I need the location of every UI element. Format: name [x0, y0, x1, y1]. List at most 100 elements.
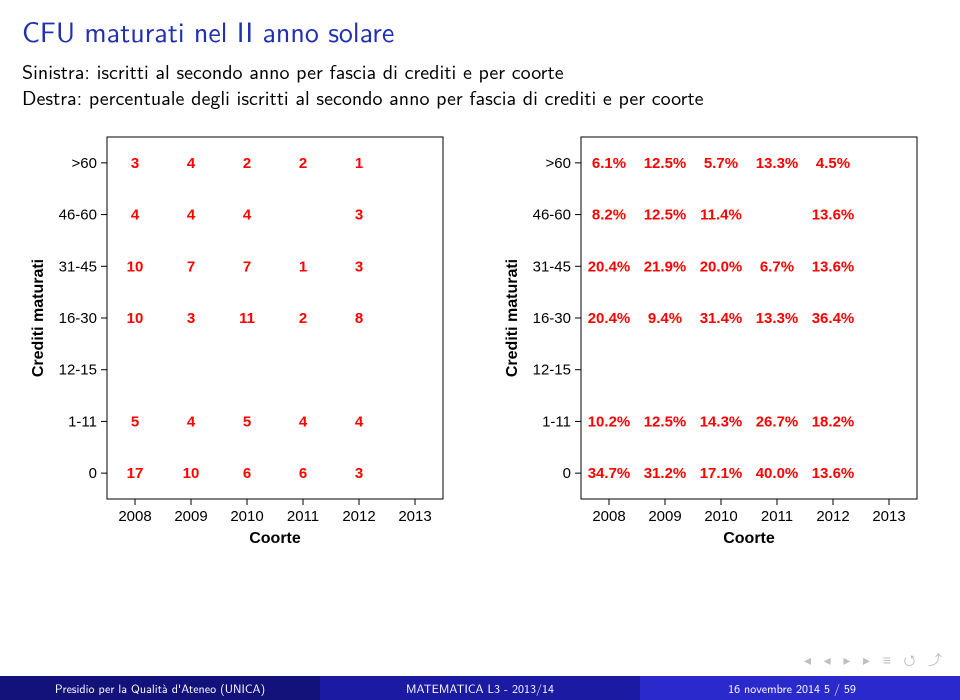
svg-text:21.9%: 21.9%: [644, 258, 687, 275]
svg-text:20.0%: 20.0%: [700, 258, 743, 275]
svg-text:31.2%: 31.2%: [644, 465, 687, 482]
svg-text:7: 7: [187, 258, 195, 275]
svg-text:3: 3: [355, 258, 363, 275]
svg-text:26.7%: 26.7%: [756, 413, 799, 430]
svg-text:6: 6: [243, 465, 251, 482]
svg-text:4: 4: [131, 207, 140, 224]
svg-text:46-60: 46-60: [533, 207, 571, 224]
svg-text:8: 8: [355, 310, 363, 327]
svg-text:13.6%: 13.6%: [812, 207, 855, 224]
svg-text:13.3%: 13.3%: [756, 310, 799, 327]
svg-text:14.3%: 14.3%: [700, 413, 743, 430]
svg-text:40.0%: 40.0%: [756, 465, 799, 482]
svg-text:4.5%: 4.5%: [816, 155, 850, 172]
svg-text:1: 1: [299, 258, 307, 275]
svg-text:>60: >60: [72, 155, 97, 172]
svg-text:2013: 2013: [398, 508, 431, 525]
svg-text:3: 3: [355, 207, 363, 224]
svg-text:11.4%: 11.4%: [700, 207, 742, 224]
svg-text:2013: 2013: [872, 508, 905, 525]
svg-text:1: 1: [355, 155, 363, 172]
svg-text:5.7%: 5.7%: [704, 155, 738, 172]
slide: CFU maturati nel II anno solare Sinistra…: [0, 0, 960, 700]
svg-text:7: 7: [243, 258, 251, 275]
svg-text:Coorte: Coorte: [723, 530, 775, 547]
svg-text:16-30: 16-30: [533, 310, 571, 327]
svg-text:10: 10: [127, 258, 144, 275]
svg-text:4: 4: [187, 207, 196, 224]
svg-text:12-15: 12-15: [533, 362, 571, 379]
svg-text:46-60: 46-60: [59, 207, 97, 224]
svg-text:2: 2: [299, 310, 307, 327]
footer-left: Presidio per la Qualità d'Ateneo (UNICA): [0, 676, 320, 700]
svg-text:>60: >60: [546, 155, 571, 172]
svg-text:10.2%: 10.2%: [588, 413, 631, 430]
svg-text:2008: 2008: [118, 508, 151, 525]
svg-text:12.5%: 12.5%: [644, 155, 687, 172]
svg-text:2012: 2012: [342, 508, 375, 525]
intro-line1: Sinistra: iscritti al secondo anno per f…: [22, 57, 704, 112]
svg-text:31.4%: 31.4%: [700, 310, 743, 327]
svg-text:4: 4: [243, 207, 252, 224]
footer-center: MATEMATICA L3 - 2013/14: [320, 676, 640, 700]
svg-text:20.4%: 20.4%: [588, 258, 631, 275]
svg-text:2010: 2010: [230, 508, 263, 525]
svg-text:2011: 2011: [761, 508, 793, 525]
svg-text:4: 4: [355, 413, 364, 430]
nav-icons[interactable]: ◂ ◂ ▸ ▸ ≡ ⭯ ⤴: [804, 650, 946, 674]
svg-text:5: 5: [243, 413, 251, 430]
svg-text:2012: 2012: [816, 508, 849, 525]
svg-text:4: 4: [187, 413, 196, 430]
svg-text:34.7%: 34.7%: [588, 465, 631, 482]
svg-text:2009: 2009: [648, 508, 681, 525]
svg-text:2: 2: [243, 155, 251, 172]
svg-text:10: 10: [183, 465, 200, 482]
svg-text:31-45: 31-45: [533, 258, 571, 275]
svg-text:17.1%: 17.1%: [700, 465, 743, 482]
svg-text:9.4%: 9.4%: [648, 310, 682, 327]
slide-title: CFU maturati nel II anno solare: [0, 0, 960, 55]
svg-text:18.2%: 18.2%: [812, 413, 855, 430]
svg-text:17: 17: [127, 465, 144, 482]
svg-text:4: 4: [187, 155, 196, 172]
svg-text:16-30: 16-30: [59, 310, 97, 327]
svg-text:13.6%: 13.6%: [812, 258, 855, 275]
svg-text:6: 6: [299, 465, 307, 482]
svg-text:13.3%: 13.3%: [756, 155, 799, 172]
svg-text:2009: 2009: [174, 508, 207, 525]
svg-text:12.5%: 12.5%: [644, 207, 687, 224]
svg-text:20.4%: 20.4%: [588, 310, 631, 327]
svg-text:2010: 2010: [704, 508, 737, 525]
svg-text:Crediti maturati: Crediti maturati: [504, 259, 521, 377]
svg-text:5: 5: [131, 413, 139, 430]
svg-text:2011: 2011: [287, 508, 319, 525]
footer-bar: Presidio per la Qualità d'Ateneo (UNICA)…: [0, 676, 960, 700]
svg-text:3: 3: [355, 465, 363, 482]
charts-row: >6046-6031-4516-3012-151-110200820092010…: [0, 115, 960, 564]
footer-right: 16 novembre 2014 5 / 59: [640, 676, 960, 700]
svg-text:4: 4: [299, 413, 308, 430]
svg-text:12-15: 12-15: [59, 362, 97, 379]
svg-text:13.6%: 13.6%: [812, 465, 855, 482]
svg-text:12.5%: 12.5%: [644, 413, 687, 430]
svg-text:6.7%: 6.7%: [760, 258, 794, 275]
svg-text:31-45: 31-45: [59, 258, 97, 275]
svg-text:8.2%: 8.2%: [592, 207, 626, 224]
svg-text:1-11: 1-11: [68, 413, 97, 430]
svg-text:6.1%: 6.1%: [592, 155, 626, 172]
svg-text:Coorte: Coorte: [249, 530, 301, 547]
svg-text:10: 10: [127, 310, 144, 327]
svg-text:2: 2: [299, 155, 307, 172]
svg-text:3: 3: [187, 310, 195, 327]
left-chart: >60 46-60 31-45 16-30 12-15 1-11 0 2008 2009 2010…: [23, 119, 463, 564]
svg-text:11: 11: [239, 310, 255, 327]
slide-intro: Sinistra: iscritti al secondo anno per f…: [0, 55, 960, 115]
svg-text:1-11: 1-11: [542, 413, 571, 430]
svg-text:0: 0: [563, 465, 571, 482]
svg-text:3: 3: [131, 155, 139, 172]
svg-text:36.4%: 36.4%: [812, 310, 855, 327]
svg-text:2008: 2008: [592, 508, 625, 525]
svg-text:Crediti maturati: Crediti maturati: [30, 259, 47, 377]
svg-text:0: 0: [89, 465, 97, 482]
right-chart: >60 46-60 31-45 16-30 12-15 1-11 0 2008 2009 2010…: [497, 119, 937, 564]
